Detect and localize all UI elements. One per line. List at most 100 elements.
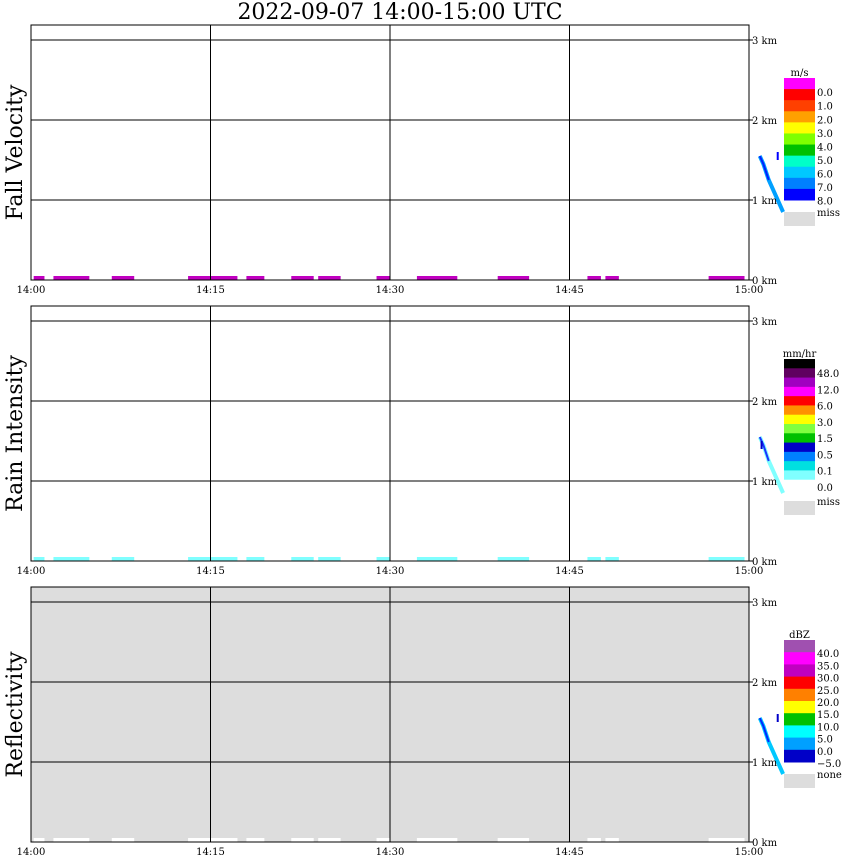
colorbar-miss-label: miss: [817, 497, 840, 508]
colorbar-label: 0.0: [817, 483, 833, 494]
colorbar-swatch: [784, 133, 815, 146]
y-tick-label: 3 km: [752, 317, 778, 328]
colorbar-swatch: [784, 640, 815, 653]
precip-cell: [776, 714, 779, 722]
colorbar-swatch: [784, 359, 815, 369]
colorbar-label: 35.0: [817, 661, 839, 672]
x-tick-label: 14:00: [17, 566, 46, 577]
x-tick-label: 15:00: [735, 285, 764, 296]
x-tick-label: 15:00: [735, 566, 764, 577]
colorbar-swatch: [784, 433, 815, 444]
colorbar-label: 1.5: [817, 434, 833, 445]
ground-echo-segment: [497, 838, 530, 842]
colorbar-swatch: [784, 424, 815, 434]
ground-echo-segment: [246, 557, 265, 561]
y-tick-label: 3 km: [752, 36, 778, 47]
colorbar-label: 0.5: [817, 450, 833, 461]
ground-echo-segment: [188, 276, 238, 280]
ground-echo-segment: [111, 838, 135, 842]
colorbar-label: 12.0: [817, 385, 839, 396]
x-tick-label: 14:15: [196, 285, 225, 296]
colorbar-swatch: [784, 737, 815, 751]
ground-echo-segment: [111, 276, 135, 280]
colorbar-label: 40.0: [817, 649, 839, 660]
precip-core: [758, 436, 770, 462]
y-tick-label: 1 km: [752, 196, 778, 207]
y-tick-label: 2 km: [752, 397, 778, 408]
ground-echo-segment: [111, 557, 135, 561]
x-tick-label: 14:00: [17, 285, 46, 296]
ground-echo-segment: [53, 557, 90, 561]
colorbar-label: 30.0: [817, 674, 839, 685]
y-tick-label: 1 km: [752, 477, 778, 488]
plot-frame: [30, 24, 750, 281]
ground-echo-segment: [33, 276, 45, 280]
y-tick-label: 0 km: [752, 276, 778, 287]
colorbar-label: 0.0: [817, 88, 833, 99]
colorbar-unit: dBZ: [789, 630, 810, 641]
colorbar-swatch: [784, 688, 815, 702]
colorbar-swatch: [784, 368, 815, 379]
colorbar-label: 8.0: [817, 197, 833, 208]
ground-echo-segment: [246, 838, 265, 842]
ground-echo-segment: [376, 838, 390, 842]
colorbar-miss-swatch: [784, 501, 815, 515]
ground-echo-segment: [587, 838, 601, 842]
x-tick-label: 14:45: [555, 285, 584, 296]
ground-echo-segment: [246, 276, 265, 280]
colorbar-swatch: [784, 442, 815, 453]
colorbar-swatch: [784, 188, 815, 201]
ground-echo-segment: [53, 838, 90, 842]
x-tick-label: 15:00: [735, 847, 764, 858]
colorbar-label: 3.0: [817, 129, 833, 140]
ground-echo-segment: [188, 557, 238, 561]
colorbar-miss-label: none: [817, 770, 842, 781]
colorbar-label: 7.0: [817, 183, 833, 194]
colorbar-label: 1.0: [817, 102, 833, 113]
colorbar-label: 6.0: [817, 402, 833, 413]
x-tick-label: 14:45: [555, 566, 584, 577]
colorbar-swatch: [784, 664, 815, 678]
ground-echo-segment: [416, 276, 453, 280]
colorbar-miss-swatch: [784, 774, 815, 788]
precip-core: [758, 155, 770, 181]
precip-cell: [760, 441, 763, 449]
colorbar-unit: mm/hr: [783, 349, 817, 360]
colorbar-label: 5.0: [817, 735, 833, 746]
x-tick-label: 14:30: [376, 566, 405, 577]
y-tick-label: 1 km: [752, 758, 778, 769]
y-axis-label: Rain Intensity: [3, 354, 28, 511]
ground-echo-segment: [416, 838, 453, 842]
panel-reflectivity: 0 km 1 km 2 km 3 km 14:00 14:15 14:30 14:45 15:0…: [3, 586, 842, 858]
colorbar-swatch: [784, 405, 815, 416]
colorbar-swatch: [784, 396, 815, 406]
colorbar-swatch: [784, 652, 815, 665]
colorbar-swatch: [784, 676, 815, 690]
chart-title: 2022-09-07 14:00-15:00 UTC: [237, 0, 563, 25]
ground-echo-segment: [497, 557, 530, 561]
ground-echo-segment: [291, 557, 314, 561]
colorbar-swatch: [784, 177, 815, 190]
colorbar-swatch: [784, 89, 815, 101]
ground-echo-segment: [605, 838, 619, 842]
colorbar-label: 10.0: [817, 722, 839, 733]
ground-echo-segment: [318, 557, 341, 561]
ground-echo-segment: [448, 557, 458, 561]
colorbar-label: 4.0: [817, 142, 833, 153]
ground-echo-segment: [448, 838, 458, 842]
ground-echo-segment: [291, 838, 314, 842]
ground-echo-segment: [33, 557, 45, 561]
colorbar-label: −5.0: [817, 759, 841, 770]
colorbar-swatch: [784, 749, 815, 763]
colorbar-swatch: [784, 111, 815, 123]
colorbar-swatch: [784, 100, 815, 112]
colorbar-swatch: [784, 701, 815, 714]
x-tick-label: 14:15: [196, 566, 225, 577]
colorbar-swatch: [784, 461, 815, 471]
colorbar-swatch: [784, 122, 815, 134]
colorbar-swatch: [784, 470, 815, 481]
ground-echo-segment: [376, 557, 390, 561]
x-tick-label: 14:30: [376, 285, 405, 296]
colorbar-swatch: [784, 386, 815, 397]
